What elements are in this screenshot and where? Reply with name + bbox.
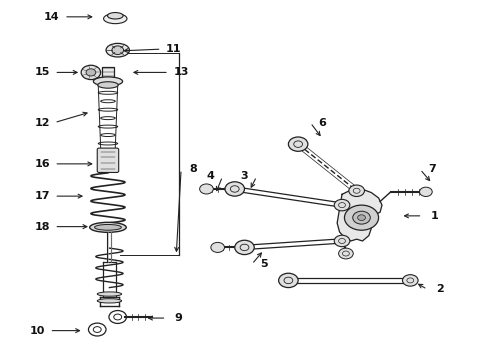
Circle shape [352, 211, 369, 224]
FancyBboxPatch shape [97, 148, 119, 172]
Text: 14: 14 [44, 12, 60, 22]
Circle shape [288, 137, 307, 151]
Polygon shape [336, 189, 381, 241]
Circle shape [234, 240, 254, 255]
Circle shape [224, 182, 244, 196]
Circle shape [333, 235, 349, 247]
Text: 17: 17 [34, 191, 50, 201]
Circle shape [338, 248, 352, 259]
Circle shape [333, 199, 349, 211]
Ellipse shape [89, 222, 126, 232]
Text: 9: 9 [174, 313, 182, 323]
Text: 13: 13 [173, 67, 188, 77]
Ellipse shape [93, 77, 122, 86]
Circle shape [348, 185, 364, 197]
Text: 12: 12 [34, 118, 50, 128]
Circle shape [199, 184, 213, 194]
Text: 5: 5 [260, 259, 267, 269]
Text: 8: 8 [189, 164, 197, 174]
Circle shape [86, 69, 96, 76]
Text: 15: 15 [34, 67, 50, 77]
Ellipse shape [103, 14, 127, 24]
Circle shape [357, 215, 365, 221]
Text: 1: 1 [430, 211, 438, 221]
Text: 2: 2 [435, 284, 443, 294]
Ellipse shape [97, 292, 122, 296]
Circle shape [210, 242, 224, 252]
Text: 4: 4 [206, 171, 214, 181]
Circle shape [344, 205, 378, 230]
Circle shape [112, 46, 123, 54]
Ellipse shape [98, 82, 118, 88]
Text: 18: 18 [34, 222, 50, 231]
Ellipse shape [94, 225, 121, 230]
Circle shape [419, 187, 431, 197]
Text: 7: 7 [427, 164, 435, 174]
Ellipse shape [97, 299, 122, 303]
Text: 11: 11 [166, 44, 181, 54]
Text: 6: 6 [318, 118, 326, 128]
Text: 16: 16 [34, 159, 50, 169]
Circle shape [278, 273, 298, 288]
Circle shape [81, 65, 101, 80]
FancyBboxPatch shape [102, 67, 114, 78]
Circle shape [402, 275, 417, 286]
Text: 10: 10 [29, 325, 45, 336]
Text: 3: 3 [240, 171, 248, 181]
Ellipse shape [106, 43, 129, 57]
Ellipse shape [107, 13, 123, 19]
